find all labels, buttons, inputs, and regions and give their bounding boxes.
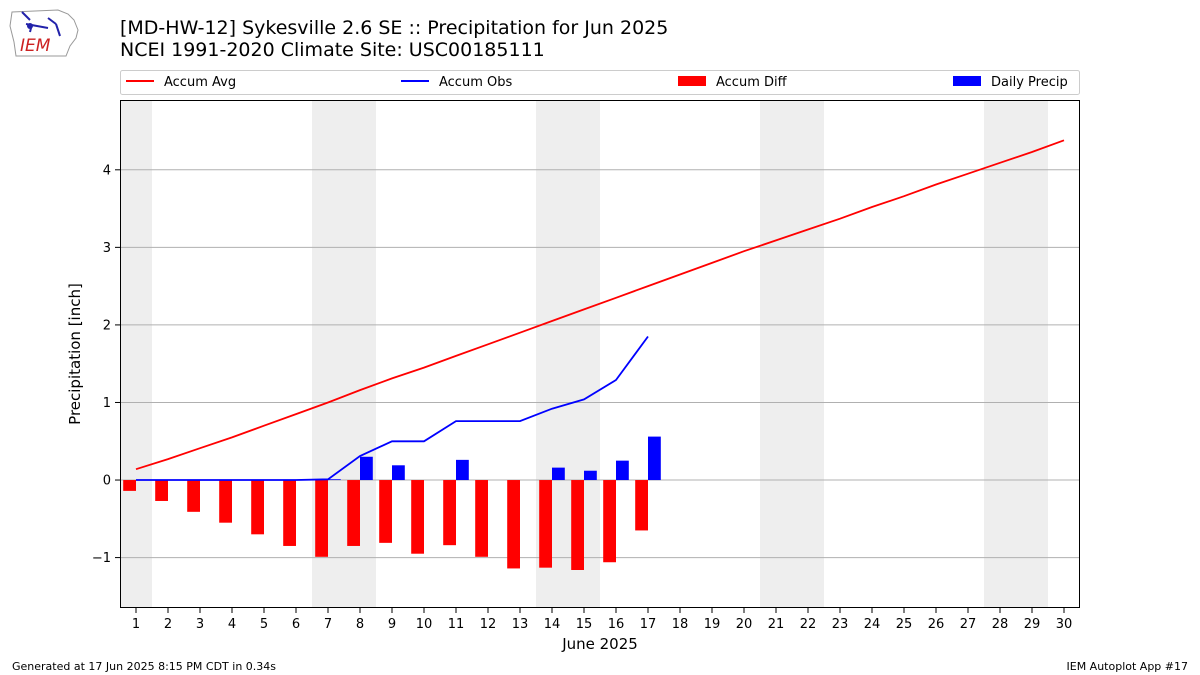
x-tick-label: 20 <box>736 617 753 632</box>
weekend-band-21 <box>760 100 792 608</box>
x-tick-label: 24 <box>864 617 881 632</box>
daily-precip-bar-14 <box>552 467 565 481</box>
x-tick-label: 30 <box>1056 617 1073 632</box>
y-axis-ticks: −1 0 1 2 3 4 <box>92 163 120 566</box>
weekend-bands <box>120 100 1048 608</box>
svg-text:IEM: IEM <box>20 36 51 56</box>
daily-precip-bar-17 <box>648 436 661 481</box>
y-tick-label: 4 <box>103 163 111 178</box>
accum-obs-line <box>136 335 649 481</box>
y-tick-label: 1 <box>103 396 111 411</box>
x-tick-label: 7 <box>324 617 332 632</box>
x-tick-label: 5 <box>260 617 268 632</box>
daily-precip-bar-8 <box>360 456 373 481</box>
chart-title-line-2: NCEI 1991-2020 Climate Site: USC00185111 <box>120 39 545 61</box>
x-axis-label: June 2025 <box>561 635 638 653</box>
chart-title: [MD-HW-12] Sykesville 2.6 SE :: Precipit… <box>120 17 668 61</box>
x-tick-label: 4 <box>228 617 236 632</box>
accum-diff-bar-7 <box>315 480 328 557</box>
weekend-band-28 <box>984 100 1016 608</box>
x-tick-label: 18 <box>672 617 689 632</box>
legend-item-daily-precip: Daily Precip <box>953 75 1068 90</box>
y-tick-label: 0 <box>103 474 111 489</box>
plot-frame <box>120 100 1080 608</box>
legend-bar-swatch <box>678 76 706 86</box>
iem-logo: IEM <box>8 6 80 60</box>
y-tick-label: 2 <box>103 318 111 333</box>
x-tick-label: 16 <box>608 617 625 632</box>
daily-precip-bar-16 <box>616 460 629 481</box>
daily-precip-bar-11 <box>456 459 469 481</box>
x-tick-label: 25 <box>896 617 913 632</box>
x-tick-label: 17 <box>640 617 657 632</box>
x-tick-label: 19 <box>704 617 721 632</box>
x-tick-label: 21 <box>768 617 785 632</box>
accum-diff-bar-1 <box>123 480 136 491</box>
daily-precip-bar-9 <box>392 465 405 481</box>
x-tick-label: 14 <box>544 617 561 632</box>
accum-diff-bar-13 <box>507 480 520 569</box>
legend-item-accum-obs: Accum Obs <box>401 75 512 90</box>
footer-app: IEM Autoplot App #17 <box>1066 660 1189 673</box>
legend-label: Accum Avg <box>164 75 236 90</box>
chart-title-line-1: [MD-HW-12] Sykesville 2.6 SE :: Precipit… <box>120 17 669 39</box>
legend: Accum Avg Accum Obs Accum Diff Daily Precip <box>120 70 1080 95</box>
legend-item-accum-avg: Accum Avg <box>126 75 236 90</box>
x-tick-label: 9 <box>388 617 396 632</box>
accum-diff-bar-3 <box>187 480 200 512</box>
accum-diff-bar-16 <box>603 480 616 563</box>
x-axis-ticks: 1 2 3 4 5 6 7 8 9 10 11 12 13 14 15 16 17 18 19 20 21 22 23 24 2… <box>132 608 1072 632</box>
weekend-band-22 <box>792 100 824 608</box>
x-tick-label: 11 <box>448 617 465 632</box>
x-tick-label: 13 <box>512 617 529 632</box>
x-tick-label: 23 <box>832 617 849 632</box>
x-tick-label: 28 <box>992 617 1009 632</box>
x-tick-label: 3 <box>196 617 204 632</box>
x-tick-label: 12 <box>480 617 497 632</box>
x-tick-label: 29 <box>1024 617 1041 632</box>
accum-diff-bar-2 <box>155 480 168 501</box>
weekend-band-29 <box>1016 100 1048 608</box>
accum-diff-bar-11 <box>443 480 456 546</box>
bar-series <box>123 436 661 570</box>
accum-diff-bar-8 <box>347 480 360 546</box>
y-tick-label: 3 <box>103 241 111 256</box>
x-tick-label: 2 <box>164 617 172 632</box>
x-tick-label: 1 <box>132 617 140 632</box>
accum-diff-bar-14 <box>539 480 552 568</box>
accum-diff-bar-4 <box>219 480 232 523</box>
daily-precip-bar-15 <box>584 470 597 481</box>
accum-avg-line <box>135 139 1065 471</box>
legend-label: Daily Precip <box>991 75 1068 90</box>
legend-label: Accum Diff <box>716 75 788 90</box>
x-tick-label: 15 <box>576 617 593 632</box>
x-tick-label: 22 <box>800 617 817 632</box>
x-tick-label: 6 <box>292 617 300 632</box>
accum-diff-bar-12 <box>475 480 488 557</box>
footer-generated: Generated at 17 Jun 2025 8:15 PM CDT in … <box>12 660 277 673</box>
accum-diff-bar-15 <box>571 480 584 570</box>
y-axis-label: Precipitation [inch] <box>66 283 84 425</box>
legend-frame <box>120 70 1080 95</box>
weekend-band-1 <box>120 100 152 608</box>
x-tick-label: 8 <box>356 617 364 632</box>
x-tick-label: 10 <box>416 617 433 632</box>
y-tick-label: −1 <box>92 551 111 566</box>
x-tick-label: 27 <box>960 617 977 632</box>
x-tick-label: 26 <box>928 617 945 632</box>
accum-diff-bar-17 <box>635 480 648 531</box>
accum-diff-bar-6 <box>283 480 296 546</box>
accum-diff-bar-10 <box>411 480 424 554</box>
accum-diff-bar-9 <box>379 480 392 543</box>
line-series <box>135 139 1065 481</box>
legend-item-accum-diff: Accum Diff <box>678 75 788 90</box>
legend-bar-swatch <box>953 76 981 86</box>
legend-label: Accum Obs <box>439 75 512 90</box>
daily-precip-bar-7 <box>328 479 341 481</box>
accum-diff-bar-5 <box>251 480 264 535</box>
grid-lines <box>120 169 1080 559</box>
